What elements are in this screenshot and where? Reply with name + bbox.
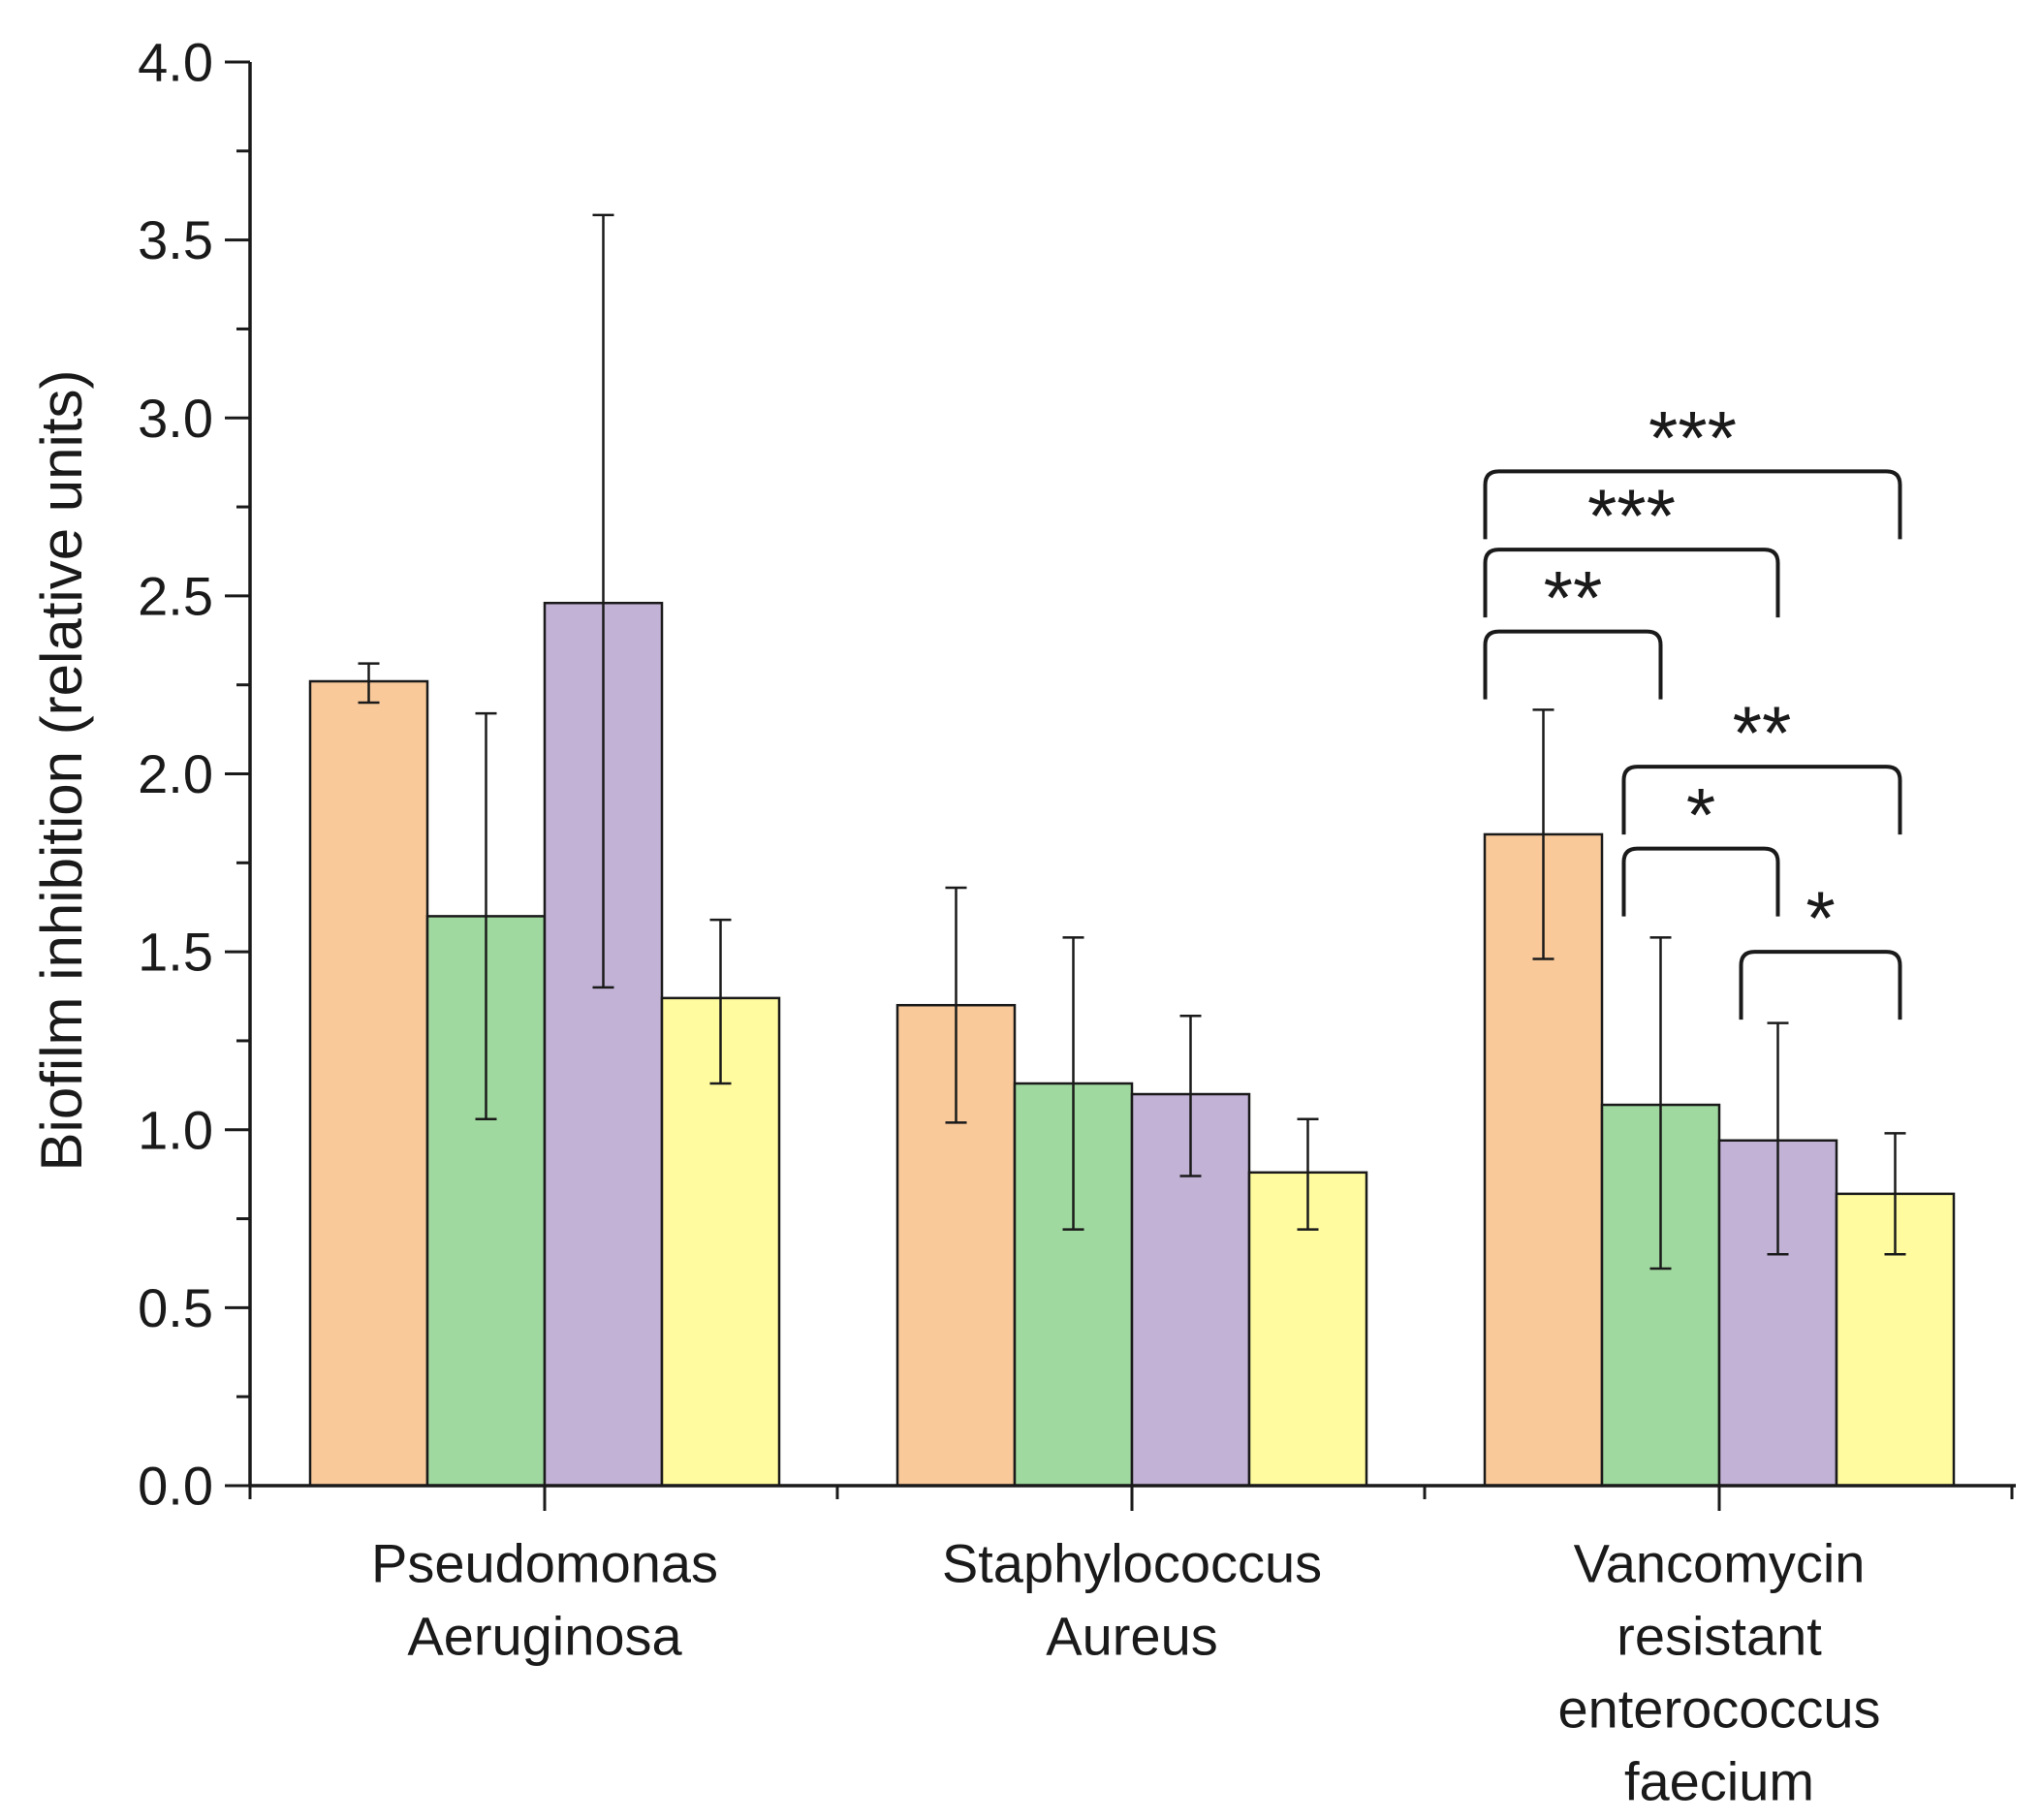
error-bar-1-3 [592,213,614,989]
significance-label: * [1686,772,1715,858]
x-category-label: Staphylococcus [942,1533,1322,1594]
bracket-line [1483,469,1902,540]
significance-label: *** [1648,394,1737,480]
significance-bracket-5: * [1621,772,1780,917]
bracket-line [1621,765,1902,835]
error-bar-1-4 [709,918,732,1085]
significance-bracket-6: * [1739,875,1902,1020]
y-tick-label: 3.0 [138,388,213,449]
x-category-label: resistant [1617,1606,1822,1667]
error-bar-1-2 [475,711,497,1120]
y-tick-label: 2.0 [138,743,213,804]
error-bar-2-1 [945,886,967,1124]
y-tick-label: 4.0 [138,32,213,93]
significance-bracket-4: ** [1621,690,1902,835]
x-category-label: Vancomycin [1574,1533,1866,1594]
significance-bracket-3: ** [1483,555,1663,700]
x-category-label: faecium [1624,1751,1814,1812]
y-tick-label: 0.5 [138,1277,213,1338]
significance-layer: ************ [1483,394,1902,1020]
bracket-line [1483,629,1663,700]
error-bar-3-4 [1884,1132,1906,1256]
significance-label: ** [1544,555,1603,641]
x-category-label: Pseudomonas [371,1533,718,1594]
bracket-line [1739,950,1902,1020]
x-category-label: Aureus [1046,1606,1217,1667]
x-category-label: Aeruginosa [407,1606,682,1667]
y-tick-label: 3.5 [138,209,213,270]
y-axis-label: Biofilm inhibition (relative units) [29,370,94,1172]
bar-1-1 [308,679,429,1488]
significance-label: *** [1587,473,1676,558]
bars-layer [308,601,1956,1488]
error-bar-2-3 [1179,1014,1202,1177]
bracket-line [1483,548,1780,618]
error-bar-2-4 [1297,1117,1319,1231]
bracket-line [1621,846,1780,917]
significance-label: ** [1733,690,1792,775]
significance-bracket-2: *** [1483,473,1780,618]
significance-label: * [1806,875,1835,960]
error-bar-3-1 [1532,708,1554,960]
y-tick-label: 0.0 [138,1456,213,1517]
error-bar-3-2 [1649,936,1672,1271]
error-bars-layer [358,213,1906,1271]
axes-layer: 0.0 0.5 1.0 1.5 2.0 2.5 3.0 3.5 4.0 Pseudomonas Ae… [138,32,2016,1812]
y-tick-label: 1.5 [138,922,213,983]
y-tick-label: 1.0 [138,1099,213,1160]
error-bar-2-2 [1062,936,1084,1231]
y-tick-label: 2.5 [138,565,213,626]
x-category-label: enterococcus [1557,1679,1880,1740]
significance-bracket-1: *** [1483,394,1902,540]
error-bar-3-3 [1767,1021,1789,1256]
error-bar-1-1 [358,662,380,705]
